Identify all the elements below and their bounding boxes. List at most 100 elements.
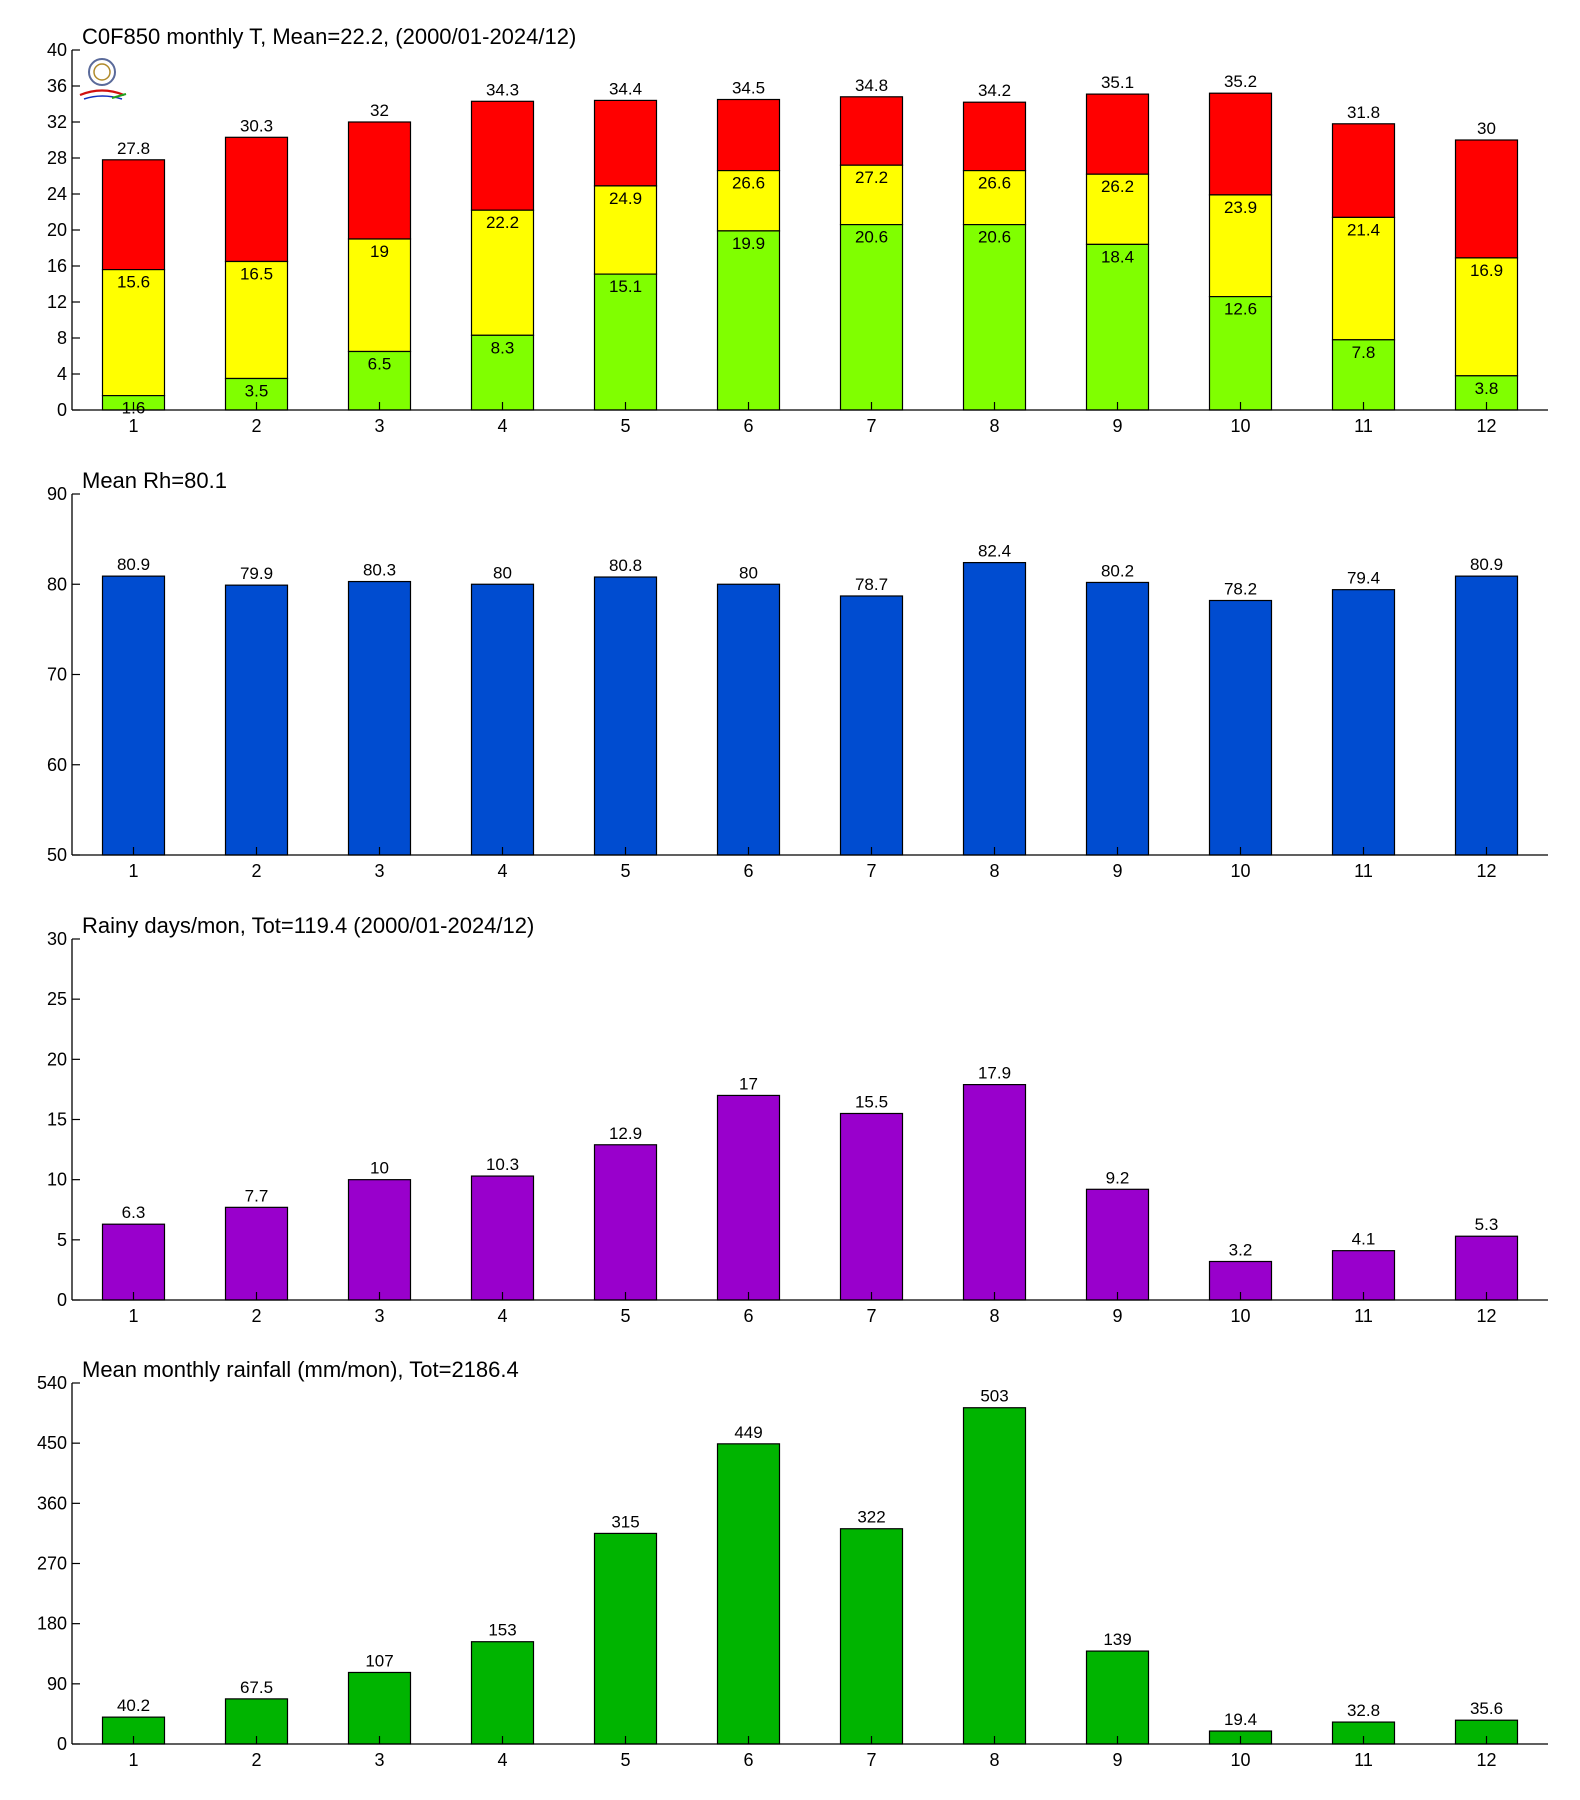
x-tick-label: 1 xyxy=(128,416,138,436)
y-tick-label: 80 xyxy=(47,574,67,594)
bar xyxy=(1454,575,1519,856)
bar-segment xyxy=(839,224,904,411)
data-label: 139 xyxy=(1103,1630,1131,1649)
chart-panel-1: C0F850 monthly T, Mean=22.2, (2000/01-20… xyxy=(47,24,1548,436)
bar xyxy=(224,1206,289,1301)
y-tick-label: 50 xyxy=(47,845,67,865)
bar xyxy=(716,583,781,856)
x-tick-label: 7 xyxy=(866,1306,876,1326)
chart-panel-4: Mean monthly rainfall (mm/mon), Tot=2186… xyxy=(37,1357,1548,1770)
bar-segment xyxy=(962,101,1027,172)
data-label: 34.2 xyxy=(978,81,1011,100)
data-label: 32 xyxy=(370,101,389,120)
x-tick-label: 1 xyxy=(128,1750,138,1770)
data-label: 24.9 xyxy=(609,189,642,208)
bar-segment xyxy=(1208,92,1273,196)
x-tick-label: 5 xyxy=(620,861,630,881)
y-tick-label: 60 xyxy=(47,755,67,775)
data-label: 82.4 xyxy=(978,542,1011,561)
x-tick-label: 8 xyxy=(989,1306,999,1326)
data-label: 34.4 xyxy=(609,79,642,98)
data-label: 322 xyxy=(857,1508,885,1527)
bar xyxy=(1085,1188,1150,1301)
y-tick-label: 180 xyxy=(37,1614,67,1634)
data-label: 10.3 xyxy=(486,1155,519,1174)
bar-segment xyxy=(347,121,412,240)
x-tick-label: 7 xyxy=(866,416,876,436)
y-tick-label: 32 xyxy=(47,112,67,132)
y-tick-label: 5 xyxy=(57,1230,67,1250)
bar xyxy=(101,1223,166,1301)
bar-segment xyxy=(716,98,781,172)
data-label: 6.5 xyxy=(368,355,392,374)
data-label: 15.6 xyxy=(117,273,150,292)
x-tick-label: 3 xyxy=(374,861,384,881)
y-tick-label: 28 xyxy=(47,148,67,168)
bar-segment xyxy=(1454,257,1519,377)
x-tick-label: 3 xyxy=(374,1306,384,1326)
bar xyxy=(101,575,166,856)
data-label: 23.9 xyxy=(1224,198,1257,217)
x-tick-label: 8 xyxy=(989,1750,999,1770)
data-label: 20.6 xyxy=(978,228,1011,247)
data-label: 19.9 xyxy=(732,234,765,253)
y-tick-label: 16 xyxy=(47,256,67,276)
x-tick-label: 11 xyxy=(1354,1750,1373,1770)
bar xyxy=(593,1144,658,1301)
x-tick-label: 4 xyxy=(497,861,507,881)
bar-segment xyxy=(839,96,904,166)
x-tick-label: 4 xyxy=(497,416,507,436)
x-tick-label: 10 xyxy=(1230,1306,1250,1326)
data-label: 18.4 xyxy=(1101,247,1134,266)
data-label: 12.6 xyxy=(1224,300,1257,319)
bar xyxy=(470,583,535,856)
x-tick-label: 10 xyxy=(1230,416,1250,436)
bar xyxy=(1085,1650,1150,1745)
x-tick-label: 6 xyxy=(743,861,753,881)
y-tick-label: 25 xyxy=(47,989,67,1009)
bar xyxy=(839,595,904,856)
data-label: 16.5 xyxy=(240,265,273,284)
data-label: 27.8 xyxy=(117,139,150,158)
y-tick-label: 20 xyxy=(47,1049,67,1069)
bar-segment xyxy=(593,185,658,275)
bar-segment xyxy=(101,159,166,271)
bar xyxy=(593,1532,658,1745)
data-label: 153 xyxy=(488,1621,516,1640)
data-label: 3.8 xyxy=(1475,379,1499,398)
data-label: 80.2 xyxy=(1101,561,1134,580)
bars: 40.2 67.5 107 153 315 449 322 503 139 19.4 32.8 35.… xyxy=(101,1387,1519,1745)
bar-segment xyxy=(1331,123,1396,219)
data-label: 26.6 xyxy=(732,174,765,193)
data-label: 3.2 xyxy=(1229,1240,1253,1259)
data-label: 7.7 xyxy=(245,1186,269,1205)
data-label: 80 xyxy=(493,563,512,582)
x-tick-label: 2 xyxy=(251,861,261,881)
x-tick-label: 2 xyxy=(251,416,261,436)
data-label: 78.7 xyxy=(855,575,888,594)
y-tick-label: 360 xyxy=(37,1493,67,1513)
data-label: 20.6 xyxy=(855,228,888,247)
bar xyxy=(470,1641,535,1745)
data-label: 35.2 xyxy=(1224,72,1257,91)
data-label: 80 xyxy=(739,563,758,582)
x-tick-label: 12 xyxy=(1476,1306,1496,1326)
data-label: 78.2 xyxy=(1224,579,1257,598)
x-tick-label: 2 xyxy=(251,1306,261,1326)
data-label: 9.2 xyxy=(1106,1168,1130,1187)
bar-segment xyxy=(1208,296,1273,411)
y-tick-label: 36 xyxy=(47,76,67,96)
data-label: 17.9 xyxy=(978,1064,1011,1083)
x-tick-label: 6 xyxy=(743,1306,753,1326)
data-label: 16.9 xyxy=(1470,261,1503,280)
bar xyxy=(1331,1250,1396,1301)
chart-panel-2: Mean Rh=80.1 80.9 79.9 80.3 80 80.8 80 78.7 82.4… xyxy=(47,468,1548,881)
x-tick-label: 9 xyxy=(1112,1306,1122,1326)
y-tick-label: 24 xyxy=(47,184,67,204)
x-tick-label: 8 xyxy=(989,861,999,881)
bar-segment xyxy=(1085,243,1150,411)
bar-segment xyxy=(839,164,904,226)
x-tick-label: 10 xyxy=(1230,861,1250,881)
x-tick-label: 11 xyxy=(1354,416,1373,436)
